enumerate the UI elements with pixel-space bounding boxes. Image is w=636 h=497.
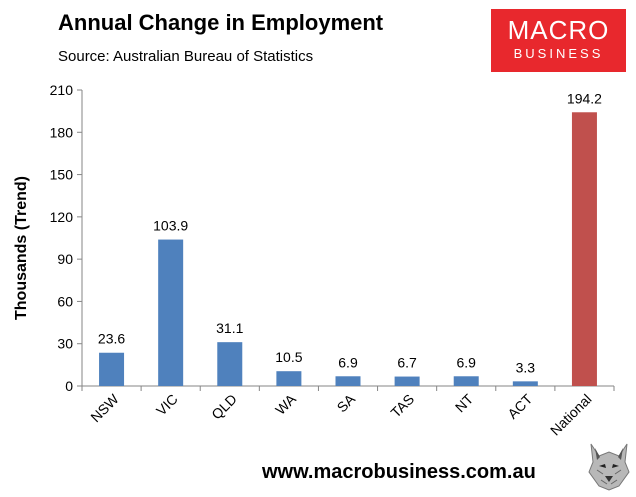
y-tick-label: 180 <box>50 124 74 140</box>
data-label-act: 3.3 <box>516 359 536 375</box>
x-tick-label-wa: WA <box>272 390 299 417</box>
y-tick-label: 30 <box>57 336 73 352</box>
bar-tas <box>394 376 420 386</box>
x-tick-label-qld: QLD <box>208 391 240 423</box>
y-tick-label: 0 <box>65 378 73 394</box>
bar-nsw <box>99 352 125 386</box>
wolf-icon <box>585 440 633 492</box>
data-label-nt: 6.9 <box>456 354 476 370</box>
x-tick-label-act: ACT <box>504 390 535 421</box>
bar-wa <box>276 371 302 386</box>
data-label-qld: 31.1 <box>216 320 243 336</box>
chart-title: Annual Change in Employment <box>58 10 384 35</box>
bar-national <box>571 112 597 386</box>
data-label-sa: 6.9 <box>338 354 358 370</box>
data-label-national: 194.2 <box>567 90 602 106</box>
data-label-nsw: 23.6 <box>98 331 125 347</box>
bar-sa <box>335 376 361 386</box>
y-tick-label: 210 <box>50 82 74 98</box>
x-tick-label-nt: NT <box>452 390 477 415</box>
data-label-vic: 103.9 <box>153 218 188 234</box>
chart-subtitle: Source: Australian Bureau of Statistics <box>58 48 314 65</box>
bar-vic <box>158 239 184 386</box>
y-tick-label: 120 <box>50 209 74 225</box>
data-label-tas: 6.7 <box>397 355 417 371</box>
chart-plot-area: 0 30 60 90 120 150 180 210 23.6 NSW 103.9 VIC 31.1 QL… <box>50 82 615 439</box>
y-tick-label: 90 <box>57 251 73 267</box>
x-tick-label-tas: TAS <box>387 391 417 421</box>
x-tick-label-sa: SA <box>334 390 359 415</box>
y-tick-label: 150 <box>50 167 74 183</box>
macrobusiness-logo: MACRO BUSINESS <box>491 9 626 72</box>
footer-url[interactable]: www.macrobusiness.com.au <box>262 461 536 483</box>
bar-act <box>512 381 538 386</box>
y-tick-label: 60 <box>57 293 73 309</box>
x-tick-label-vic: VIC <box>153 391 181 419</box>
logo-line-1: MACRO <box>507 15 610 45</box>
logo-line-2: BUSINESS <box>513 46 604 61</box>
bar-nt <box>453 376 479 386</box>
x-tick-label-nsw: NSW <box>87 390 122 425</box>
bar-qld <box>217 342 243 386</box>
data-label-wa: 10.5 <box>275 349 302 365</box>
x-tick-label-national: National <box>547 391 595 439</box>
